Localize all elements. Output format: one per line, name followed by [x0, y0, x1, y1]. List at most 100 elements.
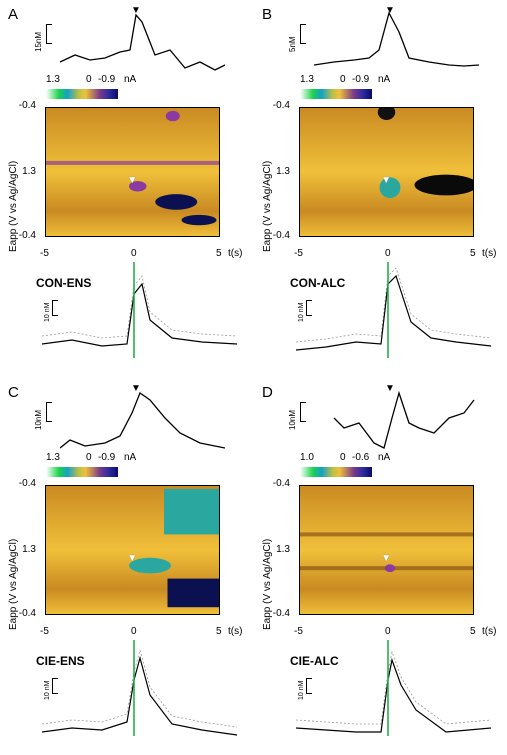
colorbar-unit-label: nA	[124, 452, 137, 463]
event-marker-icon: ▼	[127, 552, 138, 564]
x-tick-left: -5	[294, 626, 303, 637]
colorbar-zero-label: 0	[340, 452, 346, 463]
event-marker-icon: ▼	[381, 174, 392, 186]
concentration-scale-top: 10nM	[288, 402, 308, 430]
average-trace	[60, 391, 225, 449]
y-tick-top: -0.4	[18, 100, 36, 111]
colorbar-zero-label: 0	[86, 74, 92, 85]
colorbar-high-label: 1.0	[300, 452, 314, 463]
x-axis-unit: t(s)	[228, 626, 243, 637]
condition-label: CIE-ALC	[290, 654, 339, 668]
concentration-scale-bottom	[52, 678, 60, 694]
sem-trace	[296, 262, 491, 358]
mean-trace-line	[314, 11, 479, 67]
color-scale-bar	[46, 467, 118, 477]
y-tick-mid: 1.3	[276, 544, 290, 555]
y-axis-label: Eapp (V vs Ag/AgCl)	[262, 160, 273, 252]
x-tick-right: 5	[216, 248, 222, 259]
concentration-scale-bottom	[52, 300, 60, 316]
x-tick-left: -5	[40, 626, 49, 637]
color-plot: ▼	[45, 107, 220, 237]
concentration-scale-top: 5nM	[288, 24, 308, 52]
color-scale-bar	[300, 467, 372, 477]
x-tick-mid: 0	[131, 626, 137, 637]
scale-top-label: 10nM	[288, 409, 297, 430]
condition-label: CIE-ENS	[36, 654, 85, 668]
panel-letter: A	[8, 6, 19, 23]
mean-trace-line	[60, 391, 225, 449]
y-tick-top: -0.4	[272, 478, 290, 489]
sem-upper-line	[296, 267, 491, 343]
colorbar-unit-label: nA	[378, 74, 391, 85]
y-tick-bottom: -0.4	[18, 230, 36, 241]
x-tick-left: -5	[294, 248, 303, 259]
colorbar-high-label: 1.3	[46, 74, 60, 85]
x-tick-mid: 0	[385, 626, 391, 637]
concentration-scale-bottom	[306, 678, 314, 694]
scale-top-label: 15nM	[34, 31, 43, 52]
y-tick-bottom: -0.4	[272, 230, 290, 241]
colorbar-low-label: -0.9	[352, 74, 370, 85]
panel-c: C ▼ 10nM 1.3 0 -0.9 nA -0.4 1.3 -0.4 Eap…	[0, 378, 253, 755]
sem-mean-line	[42, 282, 237, 347]
y-tick-top: -0.4	[272, 100, 290, 111]
colorbar-unit-label: nA	[124, 74, 137, 85]
y-tick-mid: 1.3	[22, 166, 36, 177]
x-axis-unit: t(s)	[482, 248, 497, 259]
colorbar-low-label: -0.9	[98, 74, 116, 85]
colorbar-zero-label: 0	[340, 74, 346, 85]
mean-trace-line	[60, 13, 225, 71]
peak-marker-icon: ▼	[131, 5, 141, 16]
event-marker-icon: ▼	[127, 174, 138, 186]
x-tick-left: -5	[40, 248, 49, 259]
color-scale-bar	[46, 89, 118, 99]
colorbar-low-label: -0.6	[352, 452, 370, 463]
sem-upper-line	[42, 648, 237, 728]
y-axis-label: Eapp (V vs Ag/AgCl)	[262, 538, 273, 630]
panel-d: D ▼ 10nM 1.0 0 -0.6 nA -0.4 1.3 -0.4 Eap…	[254, 378, 507, 755]
y-tick-mid: 1.3	[276, 166, 290, 177]
color-scale-bar	[300, 89, 372, 99]
y-axis-label: Eapp (V vs Ag/AgCl)	[8, 160, 19, 252]
peak-marker-icon: ▼	[385, 5, 395, 16]
colorbar-high-label: 1.3	[300, 74, 314, 85]
panel-letter: D	[262, 384, 273, 401]
colorbar-zero-label: 0	[86, 452, 92, 463]
sem-mean-line	[296, 657, 491, 733]
sem-trace	[42, 640, 237, 736]
colorbar-unit-label: nA	[378, 452, 391, 463]
x-tick-mid: 0	[385, 248, 391, 259]
y-axis-label: Eapp (V vs Ag/AgCl)	[8, 538, 19, 630]
color-plot: ▼	[299, 485, 474, 615]
panel-a: A ▼ 15nM 1.3 0 -0.9 nA -0.4 1.3 -0.4 Eap…	[0, 0, 253, 377]
x-axis-unit: t(s)	[228, 248, 243, 259]
panel-letter: B	[262, 6, 273, 23]
x-tick-right: 5	[470, 626, 476, 637]
y-tick-top: -0.4	[18, 478, 36, 489]
panel-b: B ▼ 5nM 1.3 0 -0.9 nA -0.4 1.3 -0.4 Eapp…	[254, 0, 507, 377]
peak-marker-icon: ▼	[385, 383, 395, 394]
concentration-scale-bottom	[306, 300, 314, 316]
scale-top-label: 10nM	[34, 409, 43, 430]
average-trace	[314, 11, 479, 67]
scale-top-label: 5nM	[288, 36, 297, 52]
sem-trace	[42, 262, 237, 358]
sem-mean-line	[296, 274, 491, 351]
colorbar-high-label: 1.3	[46, 452, 60, 463]
x-tick-right: 5	[216, 626, 222, 637]
sem-trace	[296, 640, 491, 736]
condition-label: CON-ENS	[36, 276, 92, 290]
colorbar-low-label: -0.9	[98, 452, 116, 463]
mean-trace-line	[333, 390, 475, 449]
x-tick-mid: 0	[131, 248, 137, 259]
y-tick-bottom: -0.4	[272, 608, 290, 619]
average-trace	[60, 13, 225, 71]
x-tick-right: 5	[470, 248, 476, 259]
concentration-scale-top: 15nM	[34, 24, 54, 52]
condition-label: CON-ALC	[290, 276, 346, 290]
color-plot: ▼	[299, 107, 474, 237]
y-tick-mid: 1.3	[22, 544, 36, 555]
event-marker-icon: ▼	[381, 552, 392, 564]
sem-upper-line	[296, 650, 491, 725]
color-plot: ▼	[45, 485, 220, 615]
